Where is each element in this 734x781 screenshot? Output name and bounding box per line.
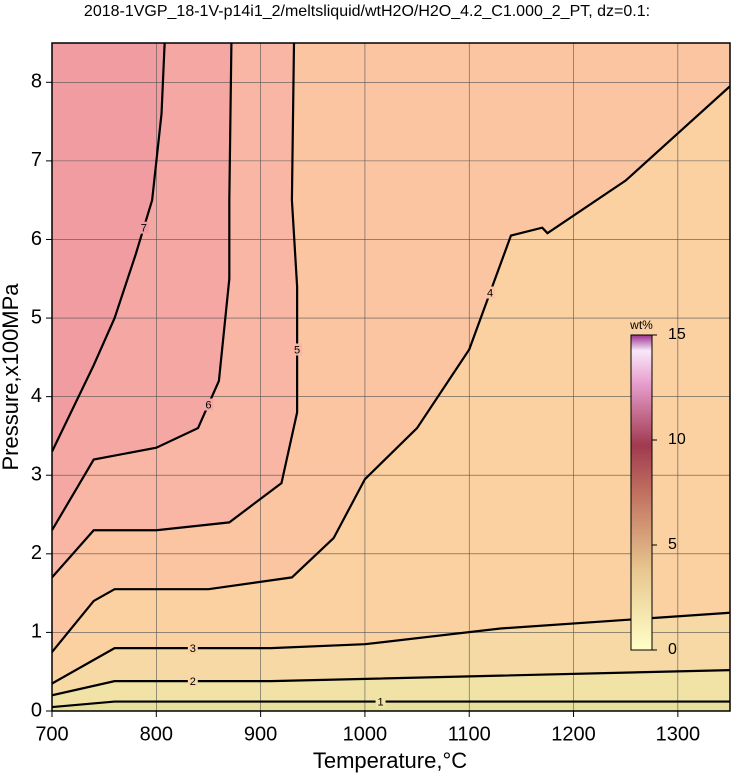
- contour-fill: [52, 43, 165, 452]
- colorbar-tick-label: 15: [668, 326, 686, 343]
- contour-line: [52, 611, 730, 685]
- y-tick-label: 8: [31, 71, 42, 93]
- contour-label: 6: [205, 399, 211, 411]
- y-tick-label: 5: [31, 306, 42, 328]
- colorbar: [630, 334, 653, 651]
- y-tick-label: 4: [31, 385, 42, 407]
- x-tick-label: 1300: [656, 723, 701, 745]
- contour-label-bg: [292, 343, 303, 356]
- contour-label: 2: [190, 676, 196, 688]
- contour-line: [52, 85, 730, 653]
- contour-label-bg: [187, 675, 198, 688]
- y-tick-label: 0: [31, 699, 42, 721]
- y-tick-label: 1: [31, 621, 42, 643]
- colorbar-tick-label: 0: [668, 641, 677, 658]
- plot-area: 1 2 3 4 5 6 7: [52, 43, 730, 711]
- colorbar-tick-label: 10: [668, 431, 686, 448]
- contour-line: [52, 43, 166, 453]
- overlay: 700 800 900 1000 1100 1200 1300012345678wt%051…: [31, 42, 731, 745]
- contour-label: 3: [190, 643, 196, 655]
- contour-label: 5: [294, 344, 300, 356]
- contour-label: 1: [378, 696, 384, 708]
- y-tick-label: 2: [31, 542, 42, 564]
- contour-line: [52, 669, 730, 697]
- x-tick-label: 1100: [448, 723, 491, 745]
- chart-title: 2018-1VGP_18-1V-p14i1_2/meltsliquid/wtH2…: [84, 3, 650, 20]
- y-tick-label: 6: [31, 228, 42, 250]
- x-tick-label: 700: [35, 723, 68, 745]
- x-tick-label: 900: [244, 723, 277, 745]
- plot-frame: [51, 42, 731, 712]
- contour-label-bg: [187, 642, 198, 655]
- contour-label: 7: [141, 223, 147, 235]
- contour-line: [52, 700, 730, 709]
- x-tick-label: 1000: [343, 723, 388, 745]
- x-tick-label: 800: [140, 723, 173, 745]
- y-tick-label: 7: [31, 149, 42, 171]
- x-axis-label: Temperature,°C: [313, 748, 467, 773]
- y-axis-label: Pressure,x100MPa: [0, 283, 23, 471]
- y-tick-label: 3: [31, 464, 42, 486]
- contour-label-bg: [138, 221, 149, 234]
- contour-label-bg: [203, 398, 214, 411]
- colorbar-label: wt%: [629, 318, 653, 332]
- colorbar-tick-label: 5: [668, 536, 677, 553]
- contour-label-bg: [375, 695, 386, 708]
- contour-label-bg: [485, 286, 496, 299]
- contour-line: [52, 43, 299, 579]
- x-tick-label: 1200: [551, 723, 596, 745]
- contour-label: 4: [487, 287, 493, 299]
